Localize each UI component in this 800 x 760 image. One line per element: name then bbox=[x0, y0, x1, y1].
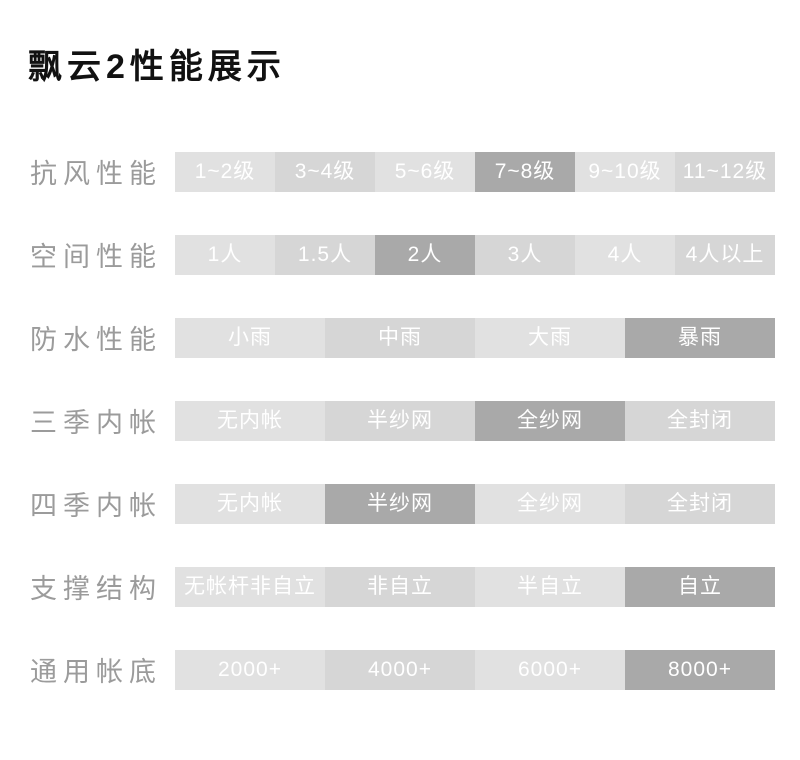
option-cells: 无内帐 半纱网 全纱网 全封闭 bbox=[175, 400, 775, 441]
option-cell-selected: 自立 bbox=[625, 566, 775, 607]
option-cell: 9~10级 bbox=[575, 151, 675, 192]
option-cell-selected: 全纱网 bbox=[475, 400, 625, 441]
row-label: 防水性能 bbox=[30, 325, 162, 356]
spec-row: 通用帐底 2000+ 4000+ 6000+ 8000+ bbox=[0, 649, 800, 690]
option-cell: 小雨 bbox=[175, 317, 325, 358]
option-cell: 全封闭 bbox=[625, 483, 775, 524]
option-cell: 非自立 bbox=[325, 566, 475, 607]
option-cells: 1人 1.5人 2人 3人 4人 4人以上 bbox=[175, 234, 775, 275]
option-cell: 无内帐 bbox=[175, 483, 325, 524]
option-cell: 6000+ bbox=[475, 649, 625, 690]
option-cell: 半自立 bbox=[475, 566, 625, 607]
option-cell: 4人 bbox=[575, 234, 675, 275]
performance-infographic: 飘云2性能展示 抗风性能 1~2级 3~4级 5~6级 7~8级 9~10级 11~12级空… bbox=[0, 47, 800, 760]
option-cell: 5~6级 bbox=[375, 151, 475, 192]
row-label: 三季内帐 bbox=[30, 408, 162, 439]
spec-row: 四季内帐 无内帐 半纱网 全纱网 全封闭 bbox=[0, 483, 800, 524]
option-cell-selected: 7~8级 bbox=[475, 151, 575, 192]
option-cell: 1人 bbox=[175, 234, 275, 275]
option-cell: 全封闭 bbox=[625, 400, 775, 441]
row-label: 四季内帐 bbox=[30, 491, 162, 522]
option-cell: 3~4级 bbox=[275, 151, 375, 192]
spec-row: 支撑结构 无帐杆非自立 非自立 半自立 自立 bbox=[0, 566, 800, 607]
row-label: 抗风性能 bbox=[30, 159, 162, 190]
option-cell-selected: 8000+ bbox=[625, 649, 775, 690]
option-cell: 11~12级 bbox=[675, 151, 775, 192]
spec-row: 抗风性能 1~2级 3~4级 5~6级 7~8级 9~10级 11~12级 bbox=[0, 151, 800, 192]
option-cells: 2000+ 4000+ 6000+ 8000+ bbox=[175, 649, 775, 690]
option-cell: 4000+ bbox=[325, 649, 475, 690]
option-cell: 无帐杆非自立 bbox=[175, 566, 325, 607]
spec-row: 防水性能 小雨 中雨 大雨 暴雨 bbox=[0, 317, 800, 358]
option-cells: 无内帐 半纱网 全纱网 全封闭 bbox=[175, 483, 775, 524]
row-label: 通用帐底 bbox=[30, 657, 162, 688]
option-cell: 1.5人 bbox=[275, 234, 375, 275]
option-cell: 3人 bbox=[475, 234, 575, 275]
page-title: 飘云2性能展示 bbox=[28, 48, 286, 86]
option-cell-selected: 2人 bbox=[375, 234, 475, 275]
option-cells: 1~2级 3~4级 5~6级 7~8级 9~10级 11~12级 bbox=[175, 151, 775, 192]
row-label: 支撑结构 bbox=[30, 574, 162, 605]
option-cell-selected: 半纱网 bbox=[325, 483, 475, 524]
option-cell-selected: 暴雨 bbox=[625, 317, 775, 358]
option-cell: 1~2级 bbox=[175, 151, 275, 192]
option-cell: 全纱网 bbox=[475, 483, 625, 524]
option-cell: 无内帐 bbox=[175, 400, 325, 441]
option-cell: 2000+ bbox=[175, 649, 325, 690]
spec-row: 三季内帐 无内帐 半纱网 全纱网 全封闭 bbox=[0, 400, 800, 441]
option-cell: 大雨 bbox=[475, 317, 625, 358]
row-label: 空间性能 bbox=[30, 242, 162, 273]
option-cells: 小雨 中雨 大雨 暴雨 bbox=[175, 317, 775, 358]
option-cell: 中雨 bbox=[325, 317, 475, 358]
option-cell: 4人以上 bbox=[675, 234, 775, 275]
option-cell: 半纱网 bbox=[325, 400, 475, 441]
spec-row: 空间性能 1人 1.5人 2人 3人 4人 4人以上 bbox=[0, 234, 800, 275]
option-cells: 无帐杆非自立 非自立 半自立 自立 bbox=[175, 566, 775, 607]
spec-table: 抗风性能 1~2级 3~4级 5~6级 7~8级 9~10级 11~12级空间性能 1人 1.5… bbox=[0, 151, 800, 690]
